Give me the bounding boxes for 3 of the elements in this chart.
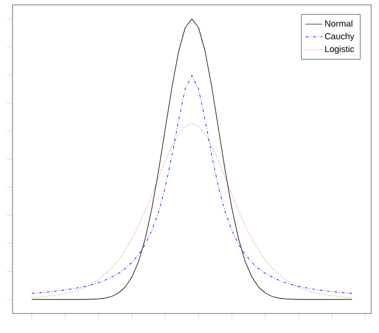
legend-label: Normal [325, 20, 352, 27]
legend-label: Logistic [325, 46, 354, 54]
legend-label: Cauchy [325, 32, 354, 42]
